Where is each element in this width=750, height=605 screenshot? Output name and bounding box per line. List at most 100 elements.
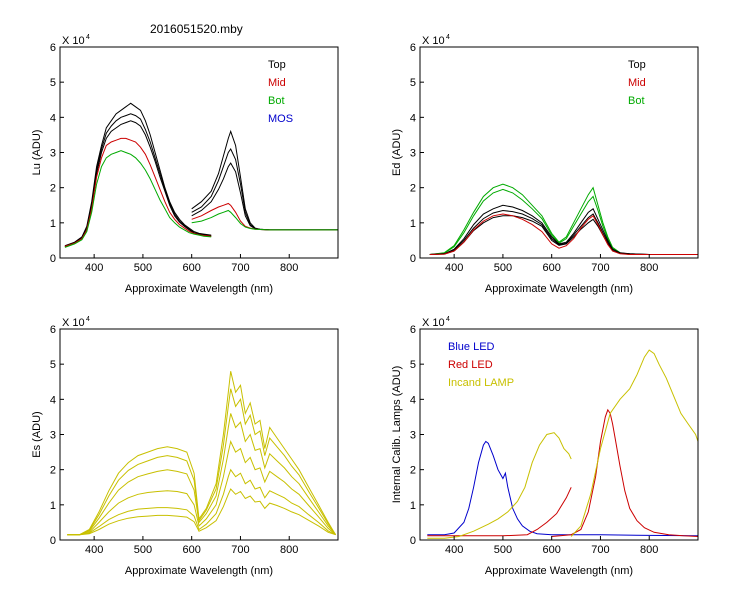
y-multiplier-label: X 10	[422, 317, 445, 329]
x-tick-label: 800	[280, 262, 298, 274]
y-tick-label: 0	[50, 253, 56, 265]
y-tick-label: 4	[50, 112, 56, 124]
y-tick-label: 4	[410, 112, 416, 124]
series-line-ed-0	[429, 183, 698, 255]
x-tick-label: 800	[280, 544, 298, 556]
y-tick-label: 2	[50, 183, 56, 195]
x-tick-label: 500	[134, 544, 152, 556]
y-axis-label: Es (ADU)	[31, 411, 43, 457]
x-tick-label: 600	[543, 262, 561, 274]
y-tick-label: 5	[50, 359, 56, 371]
y-multiplier-exponent: 4	[446, 34, 450, 41]
series-line-ed-3	[429, 209, 698, 255]
legend-entry-lu: Mid	[268, 77, 286, 89]
series-line-lamps-3	[427, 432, 572, 539]
y-tick-label: 6	[50, 324, 56, 336]
x-tick-label: 700	[231, 544, 249, 556]
x-axis-label: Approximate Wavelength (nm)	[485, 283, 633, 295]
legend-entry-ed: Mid	[628, 77, 646, 89]
x-tick-label: 700	[231, 262, 249, 274]
x-tick-label: 700	[591, 262, 609, 274]
series-line-lu-7	[191, 162, 338, 231]
series-line-ed-2	[429, 204, 698, 255]
series-line-lamps-1	[427, 487, 572, 537]
plot-frame-ed	[419, 46, 699, 259]
y-tick-label: 6	[410, 42, 416, 54]
y-tick-label: 5	[50, 77, 56, 89]
series-line-es-0	[67, 371, 337, 536]
x-tick-label: 600	[183, 544, 201, 556]
y-multiplier-exponent: 4	[86, 316, 90, 323]
y-multiplier-label: X 10	[62, 35, 85, 47]
x-tick-label: 600	[183, 262, 201, 274]
y-tick-label: 0	[410, 253, 416, 265]
legend-entry-lu: Top	[268, 59, 286, 71]
y-tick-label: 1	[410, 218, 416, 230]
series-line-es-2	[67, 413, 336, 536]
legend-entry-lu: MOS	[268, 113, 293, 125]
legend-entry-ed: Bot	[628, 95, 645, 107]
y-multiplier-exponent: 4	[446, 316, 450, 323]
y-tick-label: 3	[410, 430, 416, 442]
x-tick-label: 500	[134, 262, 152, 274]
series-line-es-3	[67, 439, 336, 536]
y-tick-label: 5	[410, 359, 416, 371]
x-tick-label: 400	[445, 544, 463, 556]
y-tick-label: 3	[50, 430, 56, 442]
y-tick-label: 0	[50, 535, 56, 547]
y-tick-label: 6	[410, 324, 416, 336]
y-tick-label: 4	[50, 394, 56, 406]
x-tick-label: 800	[640, 262, 658, 274]
series-line-lamps-0	[427, 440, 699, 537]
y-multiplier-label: X 10	[422, 35, 445, 47]
y-tick-label: 4	[410, 394, 416, 406]
x-tick-label: 400	[85, 262, 103, 274]
series-line-lu-3	[64, 137, 212, 247]
x-tick-label: 800	[640, 544, 658, 556]
legend-entry-lamps: Red LED	[448, 359, 493, 371]
x-axis-label: Approximate Wavelength (nm)	[125, 283, 273, 295]
legend-entry-lamps: Incand LAMP	[448, 377, 514, 389]
y-tick-label: 2	[410, 465, 416, 477]
x-tick-label: 500	[494, 262, 512, 274]
y-tick-label: 0	[410, 535, 416, 547]
figure-title: 2016051520.mby	[150, 22, 243, 36]
series-line-es-4	[67, 468, 336, 536]
x-tick-label: 400	[445, 262, 463, 274]
y-multiplier-exponent: 4	[86, 34, 90, 41]
x-axis-label: Approximate Wavelength (nm)	[125, 565, 273, 577]
series-line-lu-4	[64, 150, 212, 248]
legend-entry-ed: Top	[628, 59, 646, 71]
x-tick-label: 600	[543, 544, 561, 556]
x-tick-label: 400	[85, 544, 103, 556]
x-axis-label: Approximate Wavelength (nm)	[485, 565, 633, 577]
series-line-lu-5	[191, 129, 338, 231]
legend-entry-lu: Bot	[268, 95, 285, 107]
y-multiplier-label: X 10	[62, 317, 85, 329]
series-line-lamps-2	[551, 408, 699, 537]
x-tick-label: 500	[494, 544, 512, 556]
y-axis-label: Internal Calib. Lamps (ADU)	[391, 366, 403, 504]
y-axis-label: Ed (ADU)	[391, 129, 403, 176]
y-tick-label: 2	[50, 465, 56, 477]
y-tick-label: 1	[50, 500, 56, 512]
y-tick-label: 3	[410, 148, 416, 160]
y-axis-label: Lu (ADU)	[31, 130, 43, 176]
y-tick-label: 5	[410, 77, 416, 89]
y-tick-label: 3	[50, 148, 56, 160]
y-tick-label: 1	[410, 500, 416, 512]
series-line-lamps-4	[570, 349, 699, 537]
y-tick-label: 2	[410, 183, 416, 195]
series-line-es-1	[67, 388, 337, 536]
series-line-es-5	[67, 488, 336, 536]
plot-frame-es	[59, 328, 339, 541]
y-tick-label: 1	[50, 218, 56, 230]
legend-entry-lamps: Blue LED	[448, 341, 495, 353]
x-tick-label: 700	[591, 544, 609, 556]
